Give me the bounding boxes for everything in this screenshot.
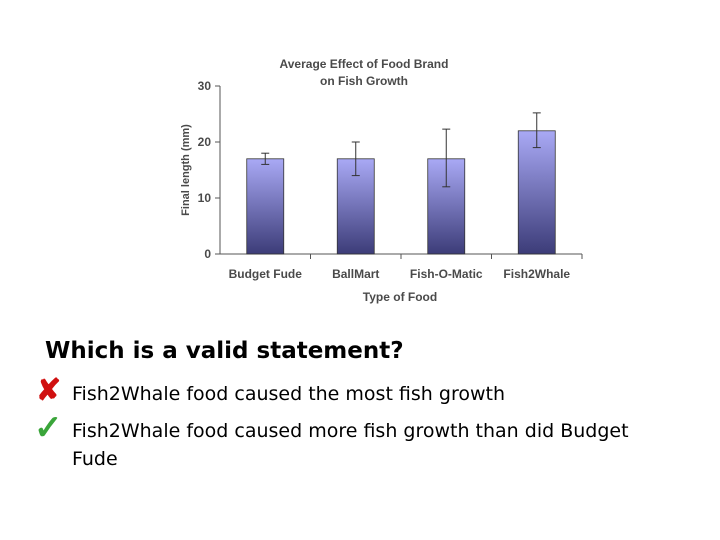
y-axis-label: Final length (mm) xyxy=(180,124,192,216)
answer-option-2[interactable]: Fish2Whale food caused more fish growth … xyxy=(72,420,629,470)
question-heading: Which is a valid statement? xyxy=(45,338,404,364)
check-icon: ✓ xyxy=(34,409,63,447)
bar xyxy=(517,130,556,255)
y-tick-label: 10 xyxy=(198,191,212,205)
answer-option-1[interactable]: Fish2Whale food caused the most fish gro… xyxy=(72,383,505,405)
x-axis-label: Type of Food xyxy=(363,290,437,304)
x-tick-label: Fish2Whale xyxy=(503,267,570,281)
chart-title-line-1: Average Effect of Food Brand xyxy=(280,57,449,71)
bar xyxy=(246,158,285,255)
y-tick-label: 0 xyxy=(204,247,211,261)
x-tick-label: Fish-O-Matic xyxy=(410,267,483,281)
chart-title-line-2: on Fish Growth xyxy=(320,74,408,88)
y-tick-label: 20 xyxy=(198,135,212,149)
cross-icon: ✘ xyxy=(36,374,62,407)
bar-chart: Average Effect of Food Brand on Fish Gro… xyxy=(180,57,583,304)
y-tick-label: 30 xyxy=(198,79,212,93)
x-tick-label: Budget Fude xyxy=(229,267,303,281)
x-tick-label: BallMart xyxy=(332,267,379,281)
